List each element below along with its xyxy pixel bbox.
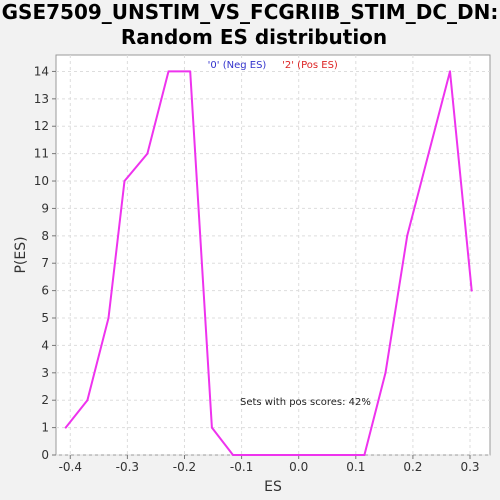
y-tick-label: 1 — [41, 421, 49, 435]
y-tick-label: 6 — [41, 284, 49, 298]
y-tick-label: 0 — [41, 448, 49, 462]
data-point — [449, 70, 452, 73]
x-tick-label: 0.2 — [403, 460, 422, 474]
data-point — [123, 180, 126, 183]
x-tick-label: 0.0 — [289, 460, 308, 474]
data-point — [470, 289, 473, 292]
data-point — [86, 399, 89, 402]
grid-lines — [56, 55, 490, 456]
chart-title-line-1: GSE7509_UNSTIM_VS_FCGRIIB_STIM_DC_DN: — [2, 0, 499, 24]
x-tick-label: 0.1 — [346, 460, 365, 474]
x-axis-label: ES — [264, 479, 282, 495]
series-line — [64, 70, 473, 456]
data-point — [167, 70, 170, 73]
y-tick-label: 12 — [34, 119, 49, 133]
x-tick-label: -0.4 — [59, 460, 82, 474]
data-point — [189, 70, 192, 73]
y-tick-label: 3 — [41, 366, 49, 380]
series-group — [64, 70, 473, 456]
x-tick-label: -0.3 — [116, 460, 139, 474]
y-axis-label: P(ES) — [13, 236, 29, 273]
data-point — [363, 454, 366, 456]
data-point — [107, 317, 110, 320]
y-tick-label: 5 — [41, 311, 49, 325]
y-tick-label: 14 — [34, 64, 49, 78]
y-tick-label: 4 — [41, 338, 49, 352]
y-tick-label: 10 — [34, 174, 49, 188]
legend: '0' (Neg ES) '2' (Pos ES) — [208, 60, 338, 71]
y-tick-label: 13 — [34, 92, 49, 106]
x-ticks: -0.4 -0.3 -0.2 -0.1 0.0 0.1 0.2 0.3 — [59, 455, 480, 474]
pos-scores-annotation: Sets with pos scores: 42% — [240, 397, 371, 408]
data-point — [64, 426, 67, 429]
y-tick-label: 2 — [41, 393, 49, 407]
data-point — [146, 152, 149, 155]
x-tick-label: -0.1 — [230, 460, 253, 474]
data-point — [232, 454, 235, 456]
plot-area — [55, 54, 491, 456]
y-tick-label: 11 — [34, 147, 49, 161]
chart-title-line-2: Random ES distribution — [121, 25, 387, 49]
data-point — [210, 426, 213, 429]
legend-item-pos: '2' (Pos ES) — [282, 60, 338, 71]
data-point — [384, 371, 387, 374]
x-tick-label: -0.2 — [173, 460, 196, 474]
legend-item-neg: '0' (Neg ES) — [208, 60, 267, 71]
y-tick-label: 8 — [41, 229, 49, 243]
y-tick-label: 9 — [41, 201, 49, 215]
y-tick-label: 7 — [41, 256, 49, 270]
data-point — [406, 234, 409, 237]
x-tick-label: 0.3 — [460, 460, 479, 474]
